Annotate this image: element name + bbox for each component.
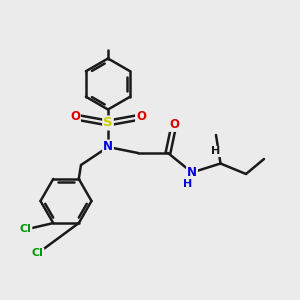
Text: O: O bbox=[70, 110, 80, 124]
Text: N: N bbox=[187, 166, 197, 179]
Text: O: O bbox=[136, 110, 146, 124]
Text: H: H bbox=[212, 146, 220, 157]
Text: Cl: Cl bbox=[20, 224, 32, 235]
Text: S: S bbox=[103, 116, 113, 130]
Text: N: N bbox=[103, 140, 113, 154]
Text: O: O bbox=[169, 118, 179, 131]
Text: Cl: Cl bbox=[32, 248, 44, 259]
Text: H: H bbox=[183, 178, 192, 189]
